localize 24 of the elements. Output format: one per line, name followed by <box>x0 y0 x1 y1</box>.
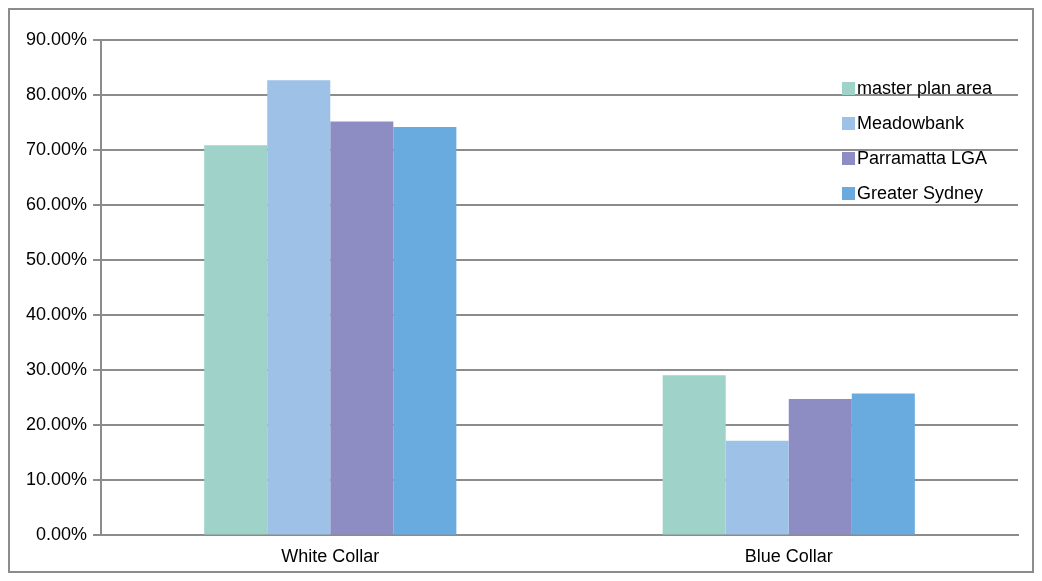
bar <box>204 145 268 535</box>
bar <box>330 121 394 535</box>
legend-label: master plan area <box>856 78 992 99</box>
y-tick-label: 30.00% <box>25 359 88 380</box>
bar <box>851 393 915 535</box>
y-tick-label: 20.00% <box>25 414 88 435</box>
y-tick-label: 80.00% <box>25 84 88 105</box>
y-tick-label: 60.00% <box>25 194 88 215</box>
y-tick-label: 0.00% <box>36 524 88 545</box>
bar <box>725 440 789 535</box>
bar <box>662 375 726 535</box>
y-tick-label: 90.00% <box>25 28 88 49</box>
x-tick-label: White Collar <box>281 546 380 567</box>
legend-label: Meadowbank <box>856 113 964 134</box>
legend-label: Parramatta LGA <box>856 148 987 169</box>
bar <box>267 80 331 535</box>
legend-label: Greater Sydney <box>856 183 983 204</box>
y-tick-label: 10.00% <box>25 469 88 490</box>
x-tick-label: Blue Collar <box>744 546 833 567</box>
bar <box>393 126 457 535</box>
y-tick-label: 70.00% <box>25 139 88 160</box>
bar <box>788 398 852 535</box>
y-tick-label: 40.00% <box>25 304 88 325</box>
y-tick-label: 50.00% <box>25 249 88 270</box>
